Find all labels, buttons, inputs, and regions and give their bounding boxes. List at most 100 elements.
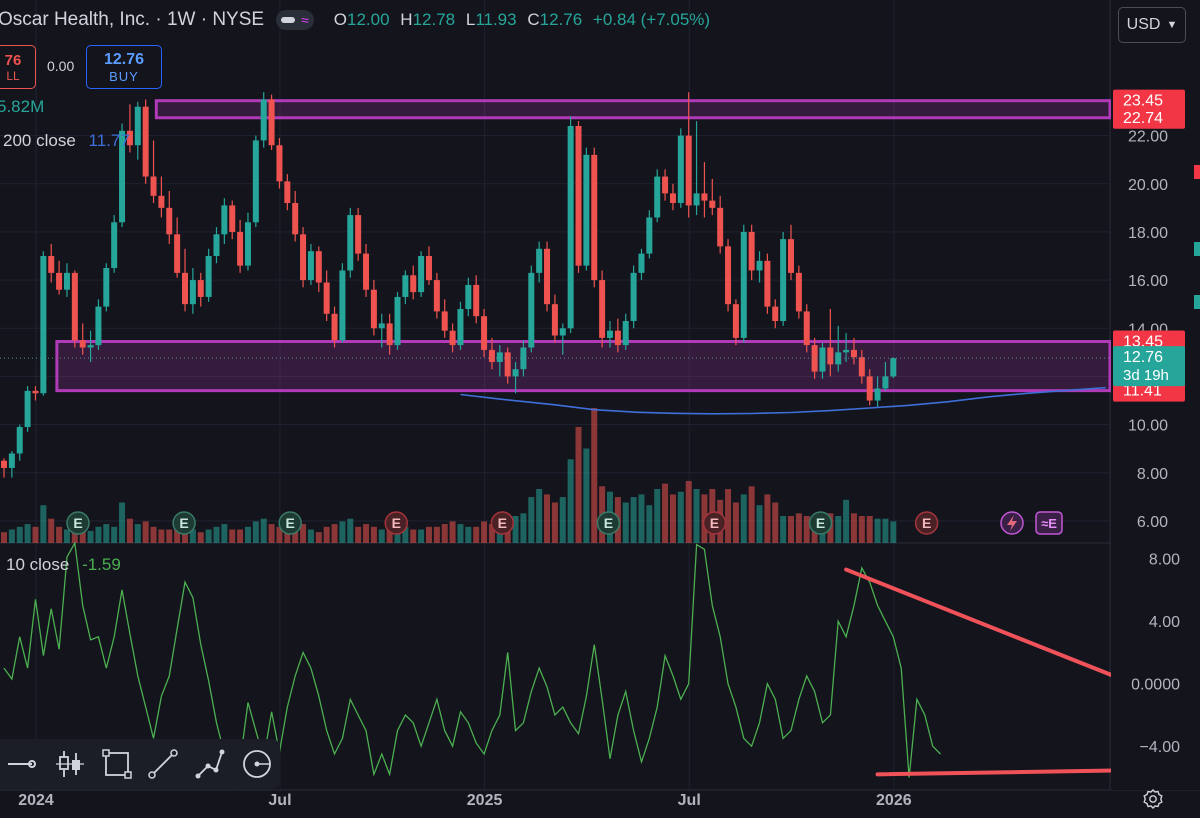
candle-body <box>732 304 739 338</box>
oscillator-legend[interactable]: 10 close -1.59 <box>6 555 121 575</box>
price-tag: 23.45 <box>1113 89 1185 112</box>
candle-body <box>748 231 755 271</box>
volume-bar <box>551 502 558 543</box>
line-icon[interactable] <box>140 739 187 789</box>
volume-bar <box>520 513 527 543</box>
price-tag-value: 22.74 <box>1123 110 1163 127</box>
earnings-badge-icon <box>66 511 90 535</box>
candle-body <box>268 99 275 146</box>
candle-body <box>370 289 377 329</box>
support-resistance-zones[interactable] <box>55 99 1112 393</box>
osc-tick-label: −4.00 <box>1140 739 1181 756</box>
earnings-badge-icon <box>278 511 302 535</box>
earnings-label: E <box>179 515 188 531</box>
rectangle-icon[interactable] <box>93 739 140 789</box>
earnings-badge-icon <box>914 511 939 535</box>
candle-body <box>646 217 653 254</box>
time-tick-label: 2026 <box>876 792 912 809</box>
ma-200-polyline <box>460 386 1106 415</box>
market-status-pill[interactable]: ≈ <box>276 10 314 30</box>
currency-selector[interactable]: USD ▼ <box>1118 7 1186 43</box>
candle-body <box>237 231 244 266</box>
earnings-markers[interactable]: E E E E E E E E E ≈E <box>66 511 1063 535</box>
volume-bar <box>111 526 118 543</box>
candle-body <box>418 256 425 293</box>
candle-body <box>457 308 464 346</box>
volume-bar <box>315 532 322 543</box>
volume-bar <box>528 497 535 543</box>
drawing-toolbar <box>0 739 280 789</box>
symbol-title[interactable]: Oscar Health, Inc. · 1W · NYSE <box>0 9 265 30</box>
path-icon[interactable] <box>187 739 234 789</box>
earnings-marker: E <box>808 511 833 535</box>
candle-body <box>315 251 322 283</box>
volume-bar <box>32 526 39 543</box>
volume-bar <box>134 524 141 543</box>
volume-bar <box>874 518 881 543</box>
candle-body <box>197 280 204 297</box>
volume-bar <box>158 529 165 543</box>
candle-body <box>764 260 771 307</box>
earnings-marker: E <box>914 511 939 535</box>
price-tick-label: 22.00 <box>1128 129 1168 146</box>
candle-body <box>473 284 480 317</box>
candle-body <box>103 268 110 307</box>
volume-bar <box>669 494 676 543</box>
candle-body <box>725 246 732 305</box>
candle-body <box>410 275 417 293</box>
zone-rect <box>55 340 1112 393</box>
buy-button[interactable]: 12.76 BUY <box>86 45 162 89</box>
volume-bar <box>591 408 598 543</box>
candle-body <box>150 176 157 196</box>
volume-bar <box>732 502 739 543</box>
circle-dot-icon[interactable] <box>233 739 280 789</box>
candle-body <box>772 306 779 322</box>
candle-body <box>544 248 551 305</box>
wave-icon: ≈ <box>301 12 309 28</box>
candle-body <box>71 272 78 341</box>
candle-body <box>614 330 621 346</box>
candles-icon[interactable] <box>47 739 94 789</box>
candle-body <box>347 215 354 271</box>
spread-value: 0.00 <box>47 58 75 74</box>
volume-bar <box>323 526 330 543</box>
earnings-badge-icon <box>490 511 515 535</box>
candle-body <box>630 272 637 322</box>
volume-bar <box>410 529 417 543</box>
candle-body <box>496 352 503 362</box>
candle-body <box>378 323 385 329</box>
volume-bar <box>355 526 362 543</box>
volume-bar <box>63 529 70 543</box>
candle-body <box>56 272 63 290</box>
candle-body <box>504 352 511 377</box>
candle-body <box>693 193 700 206</box>
volume-bar <box>197 532 204 543</box>
settings-gear-icon[interactable] <box>1140 786 1166 812</box>
time-tick-label: Jul <box>268 792 291 809</box>
candle-body <box>213 234 220 257</box>
sell-button[interactable]: 76 LL <box>0 45 36 89</box>
candle-body <box>40 256 47 394</box>
candle-body <box>300 234 307 281</box>
volume-bar <box>394 529 401 543</box>
earnings-marker: E <box>490 511 515 535</box>
volume-bar <box>780 516 787 543</box>
currency-label: USD <box>1126 16 1161 33</box>
candle-body <box>701 193 708 201</box>
volume-bar <box>363 524 370 543</box>
candle-body <box>244 222 251 266</box>
volume-bar <box>237 529 244 543</box>
earnings-marker: E <box>384 511 408 535</box>
ma-legend[interactable]: 200 close 11.77 <box>3 131 130 151</box>
ma-value: 11.77 <box>88 131 130 150</box>
candle-body <box>803 311 810 346</box>
volume-value[interactable]: 5.82M <box>0 97 45 116</box>
cursor-line-icon[interactable] <box>0 739 47 789</box>
volume-bar <box>142 521 149 543</box>
volume-bar <box>488 524 495 543</box>
candle-body <box>87 345 94 348</box>
candle-body <box>355 215 362 254</box>
sell-price: 76 <box>4 51 22 69</box>
volume-bar <box>457 524 464 543</box>
